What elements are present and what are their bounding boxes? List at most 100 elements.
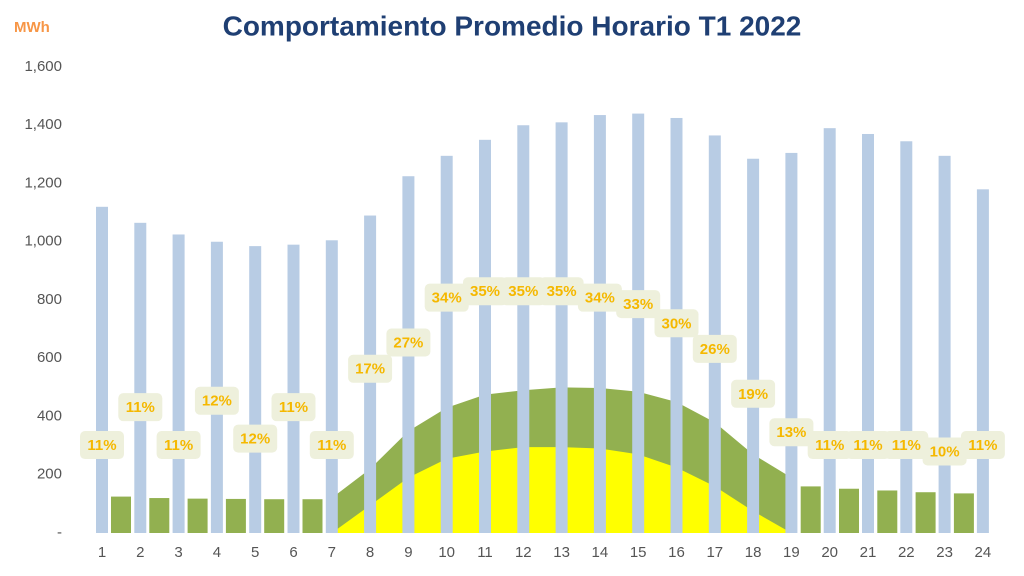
share-label: 17%	[348, 354, 393, 383]
share-label: 11%	[807, 431, 852, 460]
share-label-text: 10%	[930, 443, 960, 460]
x-tick-label: 3	[174, 544, 182, 561]
share-label-box	[80, 431, 124, 460]
share-label-text: 11%	[126, 399, 155, 416]
x-tick-label: 4	[213, 544, 221, 561]
bar	[877, 490, 898, 533]
x-tick-label: 20	[821, 544, 838, 561]
y-tick-label: -	[57, 524, 62, 541]
x-tick-label: 13	[553, 544, 570, 561]
share-label: 11%	[309, 431, 354, 460]
share-label: 12%	[194, 386, 239, 415]
y-tick-label: 800	[37, 291, 62, 308]
share-label-box	[309, 431, 354, 460]
share-label-box	[233, 424, 278, 453]
bar	[900, 141, 913, 534]
share-label: 34%	[577, 283, 622, 312]
x-tick-label: 5	[251, 544, 259, 561]
x-tick-label: 9	[404, 544, 412, 561]
bar	[708, 135, 721, 533]
share-label-box	[118, 393, 163, 422]
bar	[479, 139, 491, 533]
y-tick-label: 200	[37, 466, 62, 483]
y-axis-label: MWh	[14, 19, 50, 36]
x-tick-label: 7	[328, 544, 336, 561]
bar	[249, 246, 262, 533]
bar	[187, 498, 208, 533]
bar	[172, 234, 185, 533]
bar	[111, 496, 131, 533]
bar	[325, 240, 338, 533]
share-label: 35%	[463, 277, 507, 306]
share-label-box	[501, 277, 546, 306]
share-label-box	[960, 431, 1005, 460]
bar	[862, 133, 874, 534]
share-label-box	[424, 283, 469, 312]
share-label-box	[156, 431, 201, 460]
share-label-box	[654, 309, 699, 338]
share-label: 12%	[233, 424, 278, 453]
share-label-text: 11%	[317, 437, 346, 454]
bar	[747, 158, 760, 533]
share-label-text: 11%	[87, 437, 116, 454]
x-tick-label: 8	[366, 544, 374, 561]
x-tick-label: 12	[515, 544, 532, 561]
share-label-text: 11%	[279, 399, 308, 416]
bar	[632, 113, 645, 533]
share-label-text: 34%	[432, 290, 462, 307]
x-tick-label: 15	[630, 544, 647, 561]
share-label: 11%	[156, 431, 201, 460]
bar	[915, 492, 936, 533]
x-tick-label: 23	[936, 544, 953, 561]
share-label: 30%	[654, 309, 699, 338]
share-label-box	[846, 431, 890, 460]
bar	[823, 128, 836, 533]
share-label-text: 11%	[164, 437, 193, 454]
share-label: 19%	[731, 379, 776, 408]
y-tick-label: 400	[37, 407, 62, 424]
x-tick-label: 17	[706, 544, 723, 561]
share-label: 11%	[80, 431, 124, 460]
share-label-box	[692, 334, 737, 363]
share-label-text: 19%	[738, 386, 768, 403]
share-label-box	[922, 437, 967, 466]
share-label: 34%	[424, 283, 469, 312]
share-label-text: 35%	[547, 283, 577, 300]
y-tick-label: 1,600	[24, 58, 62, 75]
share-label-text: 13%	[776, 424, 806, 441]
share-label: 26%	[692, 334, 737, 363]
x-tick-label: 1	[98, 544, 106, 561]
share-label: 13%	[769, 418, 814, 447]
share-label-text: 35%	[508, 283, 538, 300]
bar	[517, 125, 530, 533]
share-label-text: 11%	[853, 437, 882, 454]
bar	[225, 498, 246, 533]
bar	[287, 244, 300, 533]
share-label-box	[348, 354, 393, 383]
chart-title: Comportamiento Promedio Horario T1 2022	[223, 10, 802, 41]
share-label: 35%	[501, 277, 546, 306]
x-tick-label: 11	[477, 544, 493, 561]
bar	[953, 493, 974, 533]
share-label-box	[539, 277, 584, 306]
share-label: 35%	[539, 277, 584, 306]
bar	[264, 499, 285, 533]
share-label-box	[807, 431, 852, 460]
share-label-text: 34%	[585, 290, 615, 307]
bar	[785, 152, 798, 533]
share-label-text: 11%	[815, 437, 844, 454]
share-label: 11%	[960, 431, 1005, 460]
bar	[839, 488, 859, 533]
share-label-text: 30%	[661, 315, 691, 332]
share-label-text: 27%	[393, 334, 423, 351]
share-label-box	[616, 290, 661, 319]
share-label-box	[271, 393, 316, 422]
x-tick-label: 6	[289, 544, 297, 561]
x-tick-label: 16	[668, 544, 685, 561]
share-label-text: 33%	[623, 296, 653, 313]
share-label-box	[386, 328, 431, 357]
share-label-text: 35%	[470, 283, 500, 300]
share-label: 11%	[118, 393, 163, 422]
x-tick-label: 22	[898, 544, 915, 561]
bar	[302, 499, 323, 533]
